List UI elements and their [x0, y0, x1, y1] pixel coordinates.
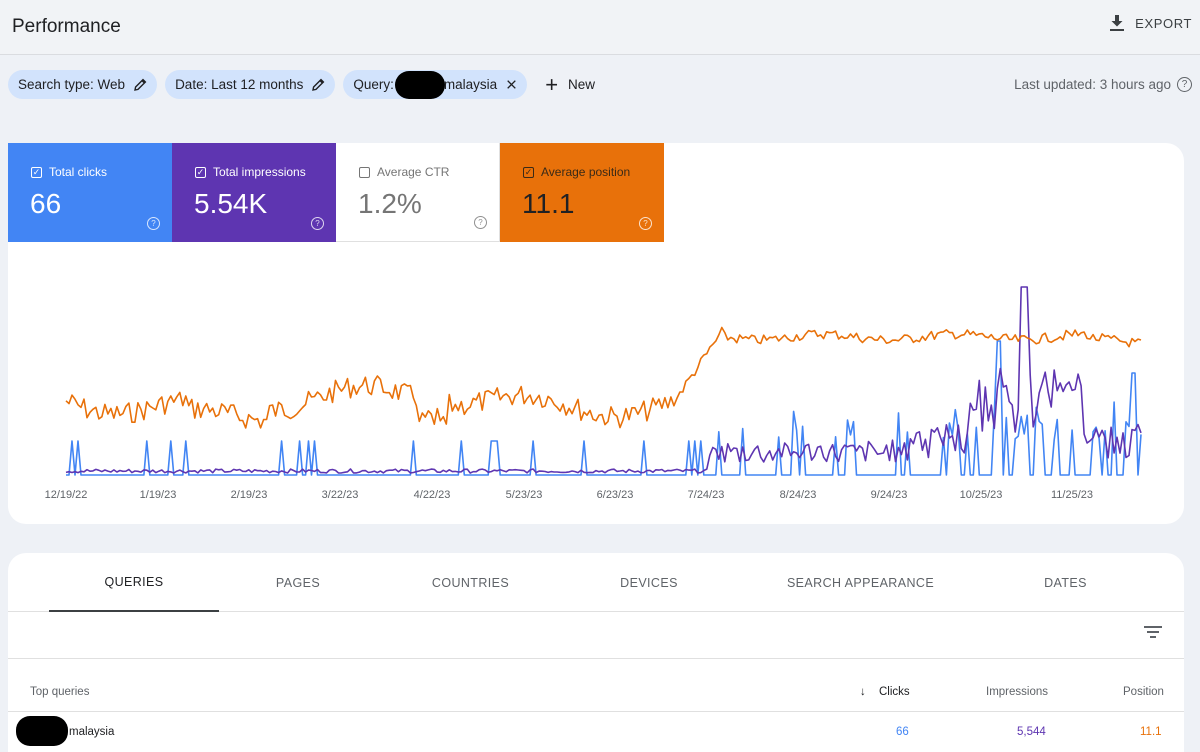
filter-bar: Search type: Web Date: Last 12 months Qu…	[8, 70, 605, 99]
metric-total-clicks[interactable]: ✓ Total clicks 66 ?	[8, 143, 172, 242]
checkbox-icon[interactable]: ✓	[195, 166, 206, 178]
x-tick-label: 10/25/23	[960, 489, 1003, 501]
search-type-label: Search type: Web	[18, 77, 126, 92]
close-icon[interactable]	[506, 79, 517, 90]
query-suffix: malaysia	[443, 77, 498, 92]
metric-label: Average position	[541, 165, 631, 179]
plus-icon: +	[545, 71, 559, 97]
page-title: Performance	[12, 16, 121, 37]
metric-cards: ✓ Total clicks 66 ? ✓ Total impressions 5.…	[8, 143, 664, 242]
date-label: Date: Last 12 months	[175, 77, 304, 92]
column-header-impressions[interactable]: Impressions	[986, 686, 1048, 698]
metric-label: Average CTR	[377, 165, 450, 179]
clicks-series-line	[66, 340, 1142, 476]
x-tick-label: 4/22/23	[414, 489, 451, 501]
x-tick-label: 2/19/23	[231, 489, 268, 501]
metric-label: Total impressions	[213, 165, 306, 179]
help-icon[interactable]: ?	[474, 216, 487, 229]
search-type-chip[interactable]: Search type: Web	[8, 70, 158, 99]
query-chip[interactable]: Query: malaysia	[343, 70, 528, 99]
date-chip[interactable]: Date: Last 12 months	[165, 70, 336, 99]
report-table-card: QUERIES PAGES COUNTRIES DEVICES SEARCH A…	[8, 553, 1184, 752]
column-header-query: Top queries	[30, 686, 90, 698]
position-series-line	[65, 326, 1142, 429]
redaction-mark	[394, 70, 445, 99]
new-filter-label: New	[568, 77, 596, 92]
last-updated: Last updated: 3 hours ago ?	[1014, 77, 1192, 92]
page-header: Performance EXPORT	[0, 0, 1200, 55]
tab-search-appearance[interactable]: SEARCH APPEARANCE	[786, 575, 935, 590]
edit-icon[interactable]	[134, 78, 147, 91]
column-header-clicks[interactable]: Clicks	[879, 686, 910, 698]
x-tick-label: 1/19/23	[140, 489, 177, 501]
table-header: Top queries ↓ Clicks Impressions Positio…	[8, 660, 1184, 712]
x-tick-label: 3/22/23	[322, 489, 359, 501]
redaction-mark	[16, 716, 68, 746]
export-label: EXPORT	[1135, 15, 1192, 31]
impressions-cell: 5,544	[1017, 726, 1046, 738]
tab-devices[interactable]: DEVICES	[620, 575, 678, 590]
help-icon[interactable]: ?	[147, 217, 160, 230]
column-header-position[interactable]: Position	[1123, 686, 1164, 698]
help-icon[interactable]: ?	[311, 217, 324, 230]
help-icon[interactable]: ?	[639, 217, 652, 230]
tab-dates[interactable]: DATES	[1044, 575, 1087, 590]
tab-pages[interactable]: PAGES	[275, 575, 321, 590]
query-prefix: Query:	[353, 77, 394, 92]
help-icon[interactable]: ?	[1177, 77, 1192, 92]
checkbox-icon[interactable]	[359, 166, 370, 178]
metric-total-impressions[interactable]: ✓ Total impressions 5.54K ?	[172, 143, 336, 242]
performance-chart-card: ✓ Total clicks 66 ? ✓ Total impressions 5.…	[8, 143, 1184, 524]
download-icon	[1110, 15, 1125, 31]
metric-label: Total clicks	[49, 165, 108, 179]
performance-line-chart[interactable]: 12/19/22 1/19/23 2/19/23 3/22/23 4/22/23 5/23…	[8, 253, 1184, 513]
x-tick-label: 11/25/23	[1051, 489, 1093, 501]
metric-average-position[interactable]: ✓ Average position 11.1 ?	[500, 143, 664, 242]
tab-countries[interactable]: COUNTRIES	[431, 575, 510, 590]
table-toolbar	[8, 612, 1184, 659]
clicks-cell: 66	[896, 726, 909, 738]
checkbox-icon[interactable]: ✓	[31, 166, 42, 178]
report-tabs: QUERIES PAGES COUNTRIES DEVICES SEARCH A…	[8, 553, 1184, 612]
tab-queries[interactable]: QUERIES	[49, 553, 219, 612]
x-tick-label: 8/24/23	[780, 489, 817, 501]
metric-value: 5.54K	[194, 188, 268, 219]
x-tick-label: 12/19/22	[45, 489, 88, 501]
x-tick-label: 7/24/23	[688, 489, 725, 501]
x-tick-label: 9/24/23	[871, 489, 908, 501]
checkbox-icon[interactable]: ✓	[523, 166, 534, 178]
metric-value: 66	[30, 188, 62, 219]
last-updated-text: Last updated: 3 hours ago	[1014, 77, 1171, 92]
x-tick-label: 6/23/23	[597, 489, 634, 501]
metric-value: 1.2%	[358, 188, 422, 219]
export-button[interactable]: EXPORT	[1109, 14, 1192, 32]
new-filter-button[interactable]: + New	[535, 71, 605, 97]
sort-arrow-icon[interactable]: ↓	[860, 686, 866, 698]
position-cell: 11.1	[1140, 726, 1162, 738]
metric-average-ctr[interactable]: Average CTR 1.2% ?	[336, 143, 500, 242]
edit-icon[interactable]	[312, 78, 325, 91]
filter-list-icon[interactable]	[1144, 626, 1162, 642]
x-tick-label: 5/23/23	[506, 489, 543, 501]
impressions-series-line	[65, 286, 1142, 474]
table-row[interactable]: malaysia 66 5,544 11.1	[8, 713, 1184, 752]
metric-value: 11.1	[522, 188, 575, 219]
query-cell: malaysia	[69, 726, 115, 738]
